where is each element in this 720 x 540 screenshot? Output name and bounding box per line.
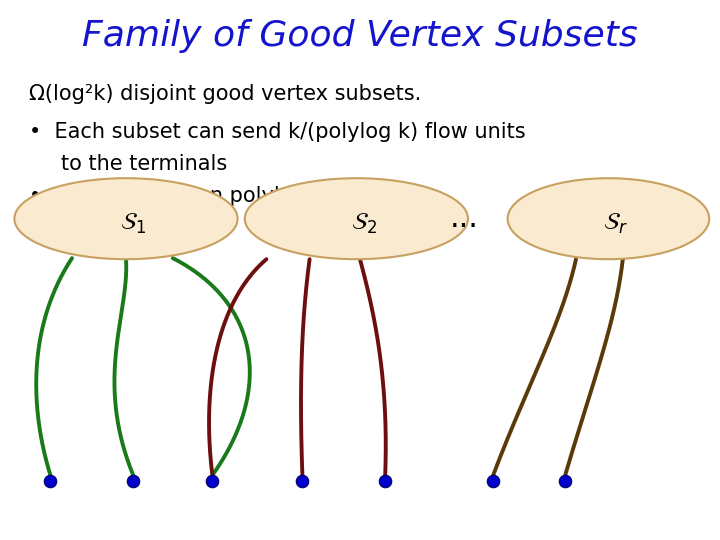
Ellipse shape (245, 178, 468, 259)
Text: Ω(log²k) disjoint good vertex subsets.: Ω(log²k) disjoint good vertex subsets. (29, 84, 421, 104)
Text: to the terminals: to the terminals (61, 154, 228, 174)
Ellipse shape (14, 178, 238, 259)
Text: Family of Good Vertex Subsets: Family of Good Vertex Subsets (82, 19, 638, 53)
Text: $\mathcal{S}_r$: $\mathcal{S}_r$ (603, 212, 628, 236)
Ellipse shape (508, 178, 709, 259)
Text: •  Each subset can send k/(polylog k) flow units: • Each subset can send k/(polylog k) flo… (29, 122, 526, 141)
Text: $\mathcal{S}_1$: $\mathcal{S}_1$ (120, 212, 146, 236)
Text: $\mathcal{S}_2$: $\mathcal{S}_2$ (351, 212, 377, 236)
Text: ...: ... (450, 204, 479, 233)
Text: •  total congestion polylog k: • total congestion polylog k (29, 186, 324, 206)
